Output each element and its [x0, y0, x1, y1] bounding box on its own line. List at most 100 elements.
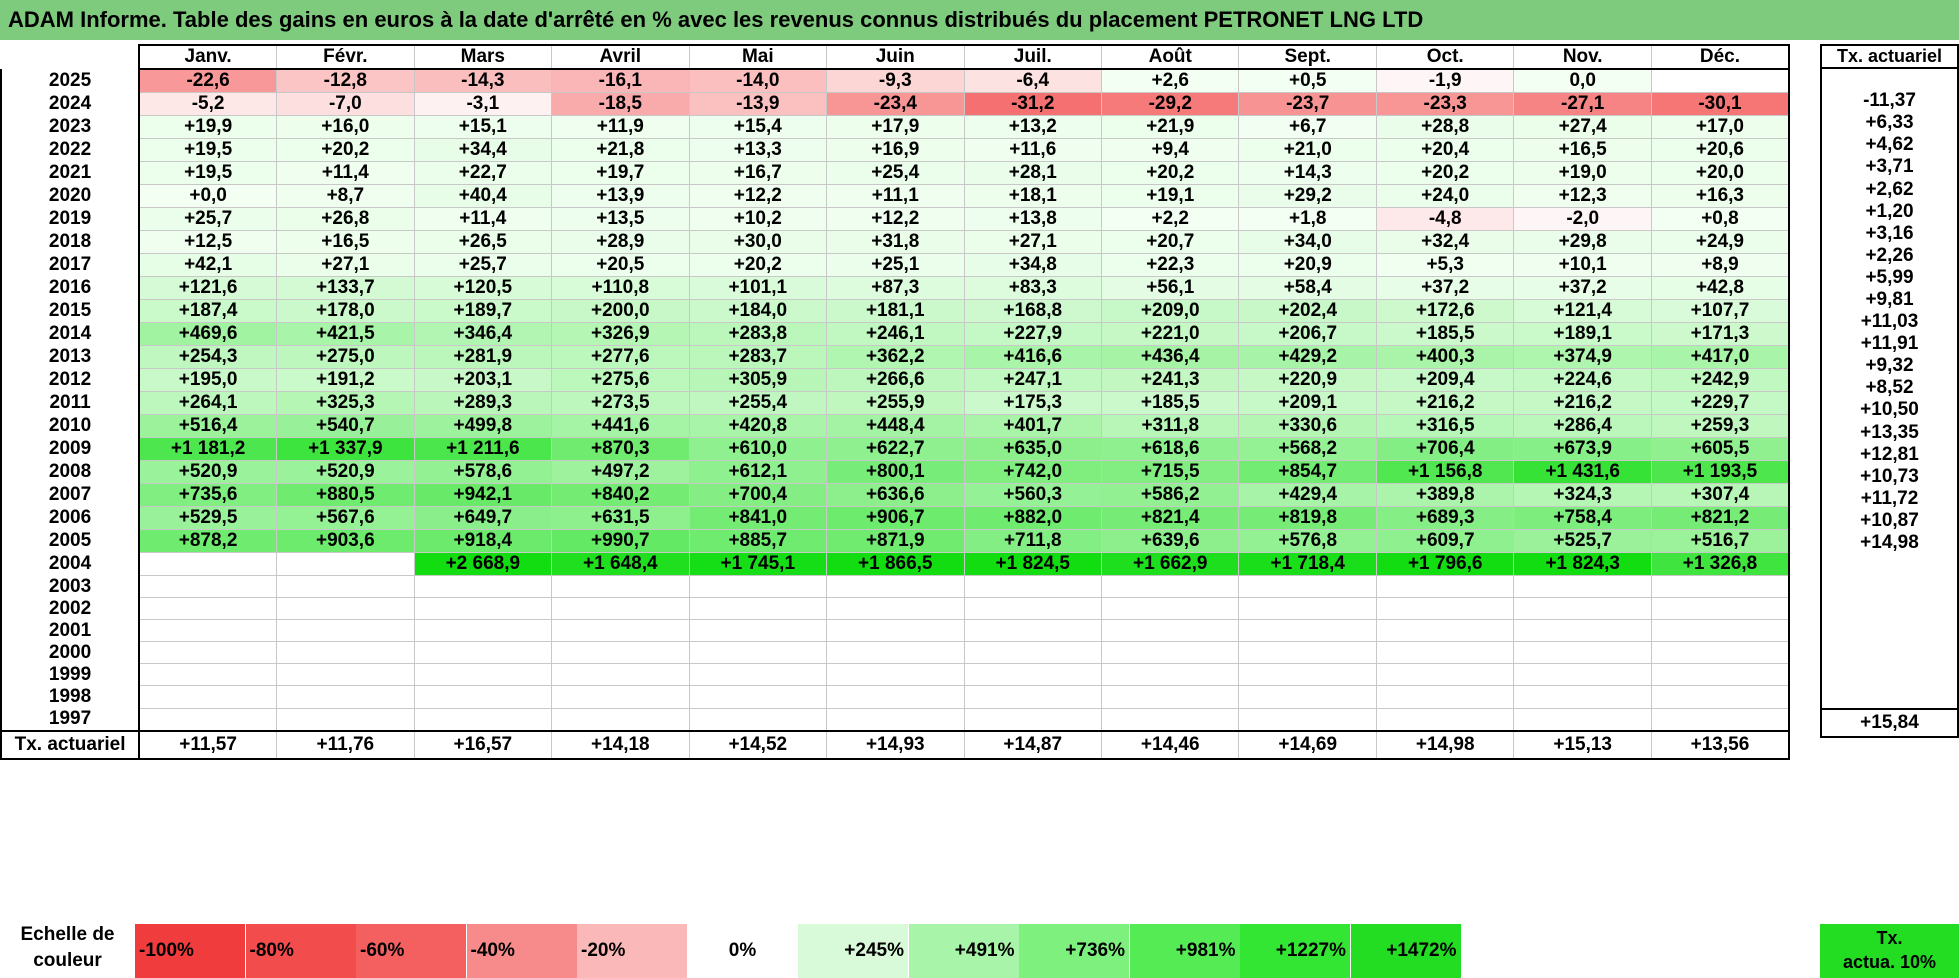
month-header: Oct.	[1375, 44, 1515, 70]
gain-cell	[1100, 619, 1240, 643]
gain-cell: +277,6	[551, 345, 690, 369]
gain-cell: +16,5	[276, 230, 415, 254]
rate-cell: +9,81	[1865, 288, 1914, 310]
gain-cell: +840,2	[551, 483, 690, 507]
gain-cell: +289,3	[413, 391, 553, 415]
gain-cell: +121,6	[138, 276, 278, 300]
gain-cell: +942,1	[413, 483, 553, 507]
gain-cell: +202,4	[1238, 299, 1377, 323]
rate-cell: +2,26	[1865, 244, 1914, 266]
gain-cell	[276, 641, 415, 665]
gain-cell: +586,2	[1100, 483, 1240, 507]
gain-cell	[688, 641, 828, 665]
gain-cell	[963, 641, 1103, 665]
year-label: 2015	[0, 299, 140, 323]
gain-cell: +885,7	[688, 529, 828, 553]
year-label: 2012	[0, 368, 140, 392]
table-row: 2024 -5,2 -7,0 -3,1 -18,5 -13,9 -23,4 -31,2 -29,…	[0, 92, 1790, 116]
gain-cell: +12,5	[138, 230, 278, 254]
gain-cell: +27,1	[963, 230, 1103, 254]
gain-cell: +324,3	[1513, 483, 1652, 507]
year-label: 2014	[0, 322, 140, 346]
gain-cell: +400,3	[1375, 345, 1515, 369]
gain-cell: +189,1	[1513, 322, 1652, 346]
legend-swatch: +491%	[908, 924, 1019, 978]
gain-cell: +107,7	[1650, 299, 1790, 323]
gain-cell	[688, 574, 828, 599]
gain-cell	[1238, 574, 1377, 599]
gain-cell: +19,1	[1100, 184, 1240, 208]
gain-cell: +499,8	[413, 414, 553, 438]
gain-cell: +30,0	[688, 230, 828, 254]
gain-cell	[1513, 685, 1652, 709]
table-row: 1999	[0, 663, 1790, 687]
gain-cell: +181,1	[826, 299, 965, 323]
gain-cell: +880,5	[276, 483, 415, 507]
gain-cell: +8,9	[1650, 253, 1790, 277]
rate-cell: +4,62	[1865, 134, 1914, 156]
legend-swatch: +1227%	[1240, 924, 1350, 978]
table-row: 2016 +121,6 +133,7 +120,5 +110,8 +101,1 +87,3 +…	[0, 276, 1790, 300]
gain-cell: +255,4	[688, 391, 828, 415]
gain-cell: +209,0	[1100, 299, 1240, 323]
gain-cell	[1513, 707, 1652, 732]
gain-cell: +1 866,5	[826, 552, 965, 576]
gain-cell: +700,4	[688, 483, 828, 507]
gain-cell	[276, 663, 415, 687]
table-row: 2000	[0, 641, 1790, 665]
gain-cell: +34,4	[413, 138, 553, 162]
gain-cell: +9,4	[1100, 138, 1240, 162]
gain-cell: +918,4	[413, 529, 553, 553]
gain-cell: +24,0	[1375, 184, 1515, 208]
gain-cell	[138, 663, 278, 687]
gain-cell: +200,0	[551, 299, 690, 323]
color-scale-legend: Echelle de couleur -100% -80% -60% -40% -20%…	[0, 918, 1959, 978]
gain-cell: +42,1	[138, 253, 278, 277]
table-row: 2025 -22,6 -12,8 -14,3 -16,1 -14,0 -9,3 -6,4 +2,…	[0, 68, 1790, 93]
rate-cell: +14,98	[1860, 532, 1919, 554]
gain-cell: +224,6	[1513, 368, 1652, 392]
gain-cell: +2,6	[1100, 68, 1240, 93]
rate-cell	[1821, 665, 1958, 687]
gain-cell: +417,0	[1650, 345, 1790, 369]
gain-cell: +19,9	[138, 115, 278, 139]
gain-cell: +26,5	[413, 230, 553, 254]
gain-cell: +576,8	[1238, 529, 1377, 553]
gain-cell: +448,4	[826, 414, 965, 438]
gain-cell: +307,4	[1650, 483, 1790, 507]
gain-cell: +520,9	[138, 460, 278, 484]
gain-cell: +567,6	[276, 506, 415, 530]
gain-cell: +1 156,8	[1375, 460, 1515, 484]
gain-cell: +28,8	[1375, 115, 1515, 139]
gain-cell: +568,2	[1238, 437, 1377, 461]
gain-cell: +286,4	[1513, 414, 1652, 438]
rate-cell: +2,62	[1865, 178, 1914, 200]
gain-cell: +87,3	[826, 276, 965, 300]
gain-cell: +421,5	[276, 322, 415, 346]
gain-cell: +10,1	[1513, 253, 1652, 277]
gain-cell	[1375, 663, 1515, 687]
gain-cell: +25,4	[826, 161, 965, 185]
gain-cell: +168,8	[963, 299, 1103, 323]
gain-cell: +1 824,5	[963, 552, 1103, 576]
gain-cell: +28,9	[551, 230, 690, 254]
gain-cell: +32,4	[1375, 230, 1515, 254]
rate-table: Tx. actuariel -11,37 +6,33 +4,62 +3,71 +2,62 +…	[1820, 44, 1959, 914]
gain-cell: -31,2	[963, 92, 1103, 116]
year-label: 2007	[0, 483, 140, 507]
gain-cell: +184,0	[688, 299, 828, 323]
gain-cell: +18,1	[963, 184, 1103, 208]
gain-cell: +635,0	[963, 437, 1103, 461]
gain-cell: -12,8	[276, 68, 415, 93]
gain-cell: +330,6	[1238, 414, 1377, 438]
rate-cell: +9,32	[1865, 355, 1914, 377]
gain-cell	[276, 707, 415, 732]
legend-rate-swatch: Tx. actua. 10%	[1820, 924, 1959, 978]
gain-cell	[276, 552, 415, 576]
gain-cell	[826, 707, 965, 732]
gain-cell: +21,0	[1238, 138, 1377, 162]
gain-cell: +101,1	[688, 276, 828, 300]
gain-cell: +24,9	[1650, 230, 1790, 254]
gain-cell: 0,0	[1513, 68, 1652, 93]
gain-cell: +13,8	[963, 207, 1103, 231]
